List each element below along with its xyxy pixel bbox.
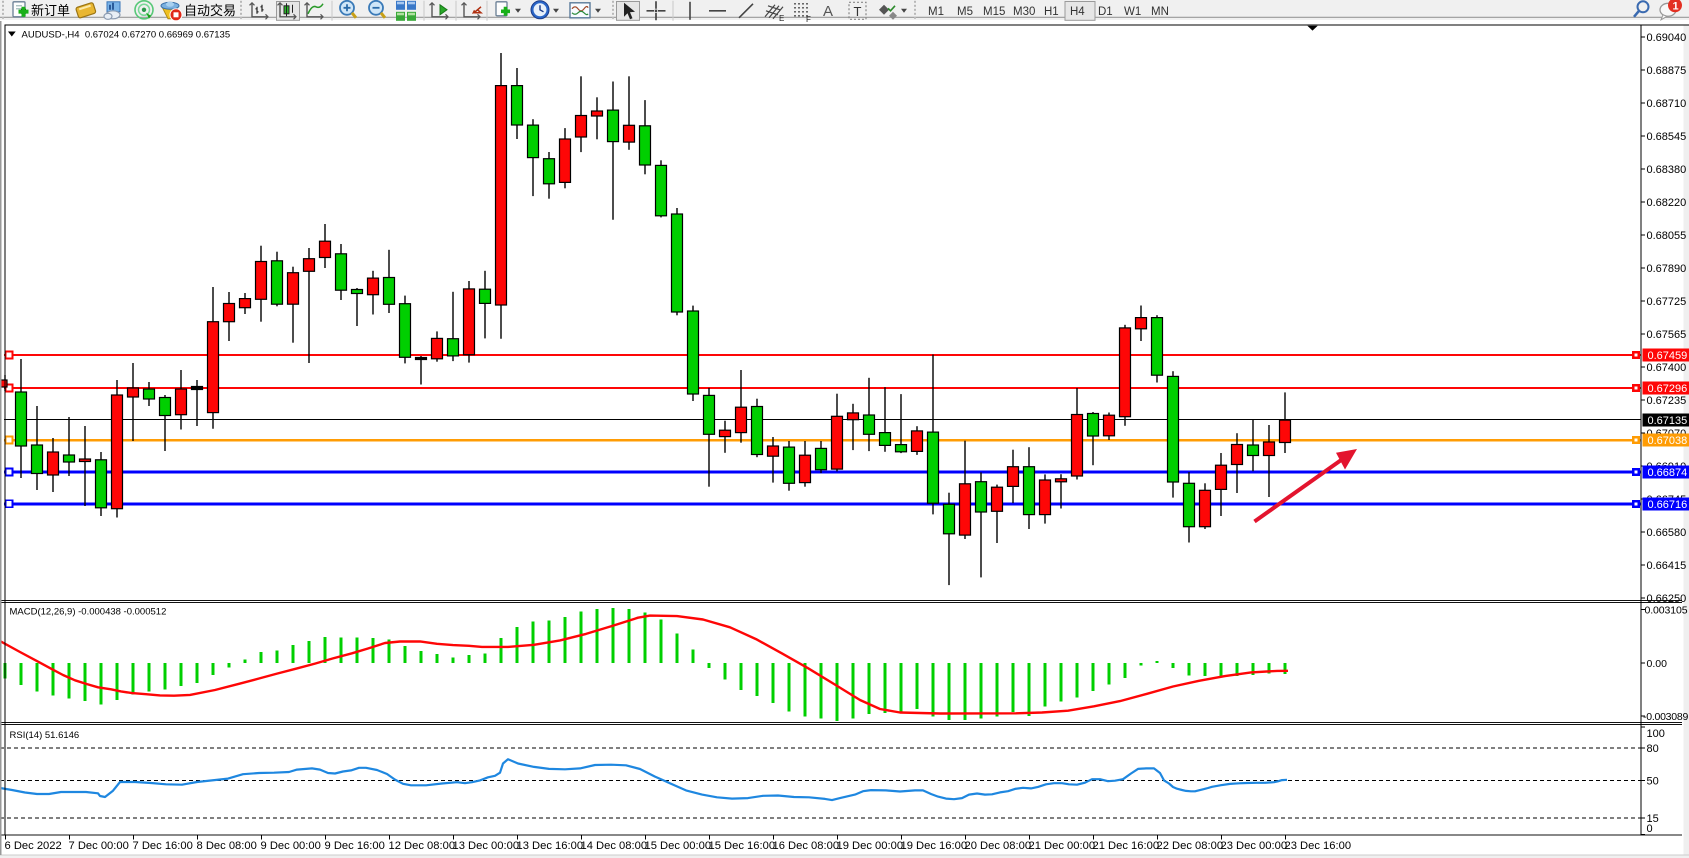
svg-text:H1: H1 [1044,6,1059,18]
svg-text:0.66250: 0.66250 [1647,593,1687,605]
svg-text:M30: M30 [1013,6,1035,18]
svg-text:0.66580: 0.66580 [1647,527,1687,539]
svg-text:23 Dec 16:00: 23 Dec 16:00 [1285,840,1352,852]
svg-text:0.67235: 0.67235 [1647,395,1687,407]
svg-text:1: 1 [1673,0,1679,12]
svg-text:0.66415: 0.66415 [1647,560,1687,572]
svg-text:E: E [779,14,784,23]
svg-text:9 Dec 00:00: 9 Dec 00:00 [261,840,321,852]
svg-text:0.67400: 0.67400 [1647,362,1687,374]
svg-text:0.68055: 0.68055 [1647,230,1687,242]
svg-text:21 Dec 16:00: 21 Dec 16:00 [1093,840,1160,852]
svg-text:7 Dec 16:00: 7 Dec 16:00 [133,840,193,852]
svg-text:0.67725: 0.67725 [1647,296,1687,308]
svg-text:W1: W1 [1124,6,1141,18]
svg-text:9 Dec 16:00: 9 Dec 16:00 [325,840,385,852]
svg-text:13 Dec 16:00: 13 Dec 16:00 [517,840,584,852]
svg-text:0.67565: 0.67565 [1647,329,1687,341]
svg-text:22 Dec 08:00: 22 Dec 08:00 [1157,840,1224,852]
svg-text:0.68875: 0.68875 [1647,65,1687,77]
svg-text:7 Dec 00:00: 7 Dec 00:00 [69,840,129,852]
svg-text:M15: M15 [983,6,1005,18]
svg-text:19 Dec 00:00: 19 Dec 00:00 [837,840,904,852]
svg-text:0.66716: 0.66716 [1648,499,1688,511]
svg-text:RSI(14) 51.6146: RSI(14) 51.6146 [10,730,80,741]
svg-text:M1: M1 [928,6,944,18]
svg-text:80: 80 [1647,743,1659,755]
svg-text:0.67296: 0.67296 [1648,383,1688,395]
svg-text:0.69040: 0.69040 [1647,32,1687,44]
svg-text:21 Dec 00:00: 21 Dec 00:00 [1029,840,1096,852]
svg-text:D1: D1 [1098,6,1113,18]
svg-text:MN: MN [1151,6,1169,18]
svg-text:0.68545: 0.68545 [1647,131,1687,143]
svg-text:20 Dec 08:00: 20 Dec 08:00 [965,840,1032,852]
svg-text:14 Dec 08:00: 14 Dec 08:00 [581,840,648,852]
svg-text:AUDUSD-,H4 0.67024 0.67270 0.: AUDUSD-,H4 0.67024 0.67270 0.66969 0.671… [22,30,231,41]
svg-text:100: 100 [1647,728,1665,740]
svg-text:新订单: 新订单 [31,3,70,18]
svg-text:A: A [823,3,833,20]
svg-text:15: 15 [1647,813,1659,825]
svg-text:T: T [854,4,862,19]
svg-text:0.67135: 0.67135 [1648,415,1688,427]
svg-text:0.68710: 0.68710 [1647,98,1687,110]
svg-text:8 Dec 08:00: 8 Dec 08:00 [197,840,257,852]
svg-text:15 Dec 16:00: 15 Dec 16:00 [709,840,776,852]
svg-text:0.67890: 0.67890 [1647,263,1687,275]
svg-text:13 Dec 00:00: 13 Dec 00:00 [453,840,520,852]
svg-text:MACD(12,26,9) -0.000438 -0.000: MACD(12,26,9) -0.000438 -0.000512 [10,607,167,618]
svg-text:0.003105: 0.003105 [1645,605,1688,617]
svg-text:0: 0 [1647,823,1653,835]
svg-text:15 Dec 00:00: 15 Dec 00:00 [645,840,712,852]
svg-text:0.00: 0.00 [1647,658,1668,670]
svg-text:23 Dec 00:00: 23 Dec 00:00 [1221,840,1288,852]
svg-text:-0.003089: -0.003089 [1643,711,1688,723]
svg-text:自动交易: 自动交易 [184,3,236,18]
svg-text:H4: H4 [1070,6,1085,18]
svg-text:6 Dec 2022: 6 Dec 2022 [5,840,62,852]
svg-text:0.66874: 0.66874 [1648,467,1688,479]
svg-text:M5: M5 [957,6,973,18]
svg-text:0.68380: 0.68380 [1647,164,1687,176]
svg-text:19 Dec 16:00: 19 Dec 16:00 [901,840,968,852]
svg-text:12 Dec 08:00: 12 Dec 08:00 [389,840,456,852]
svg-text:16 Dec 08:00: 16 Dec 08:00 [773,840,840,852]
svg-text:F: F [806,15,811,24]
svg-text:0.67459: 0.67459 [1648,350,1688,362]
svg-text:50: 50 [1647,776,1659,788]
svg-text:0.68220: 0.68220 [1647,197,1687,209]
svg-text:0.67038: 0.67038 [1648,435,1688,447]
